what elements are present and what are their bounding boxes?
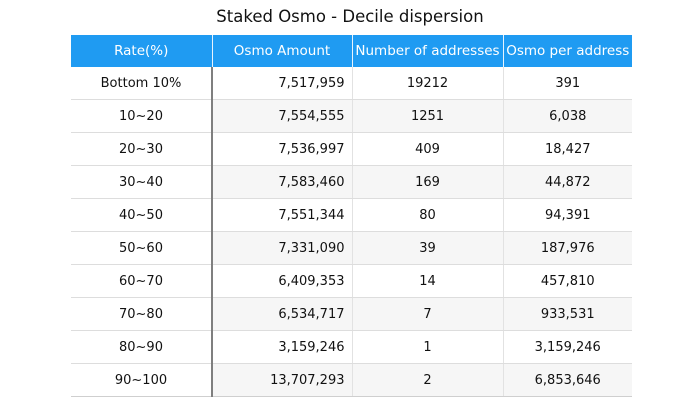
table-row: 50~60 7,331,090 39 187,976 <box>71 231 632 265</box>
osmo-amount-cell: 7,583,460 <box>212 165 353 199</box>
addresses-cell: 14 <box>352 264 504 298</box>
column-header-number-of-addresses: Number of addresses <box>352 35 504 67</box>
addresses-cell: 80 <box>352 198 504 232</box>
table-row: 10~20 7,554,555 1251 6,038 <box>71 99 632 133</box>
osmo-per-address-cell: 44,872 <box>503 165 632 199</box>
rate-cell: 80~90 <box>71 330 213 364</box>
addresses-cell: 409 <box>352 132 504 166</box>
table-body: Bottom 10% 7,517,959 19212 391 10~20 7,5… <box>71 67 632 397</box>
rate-cell: 50~60 <box>71 231 213 265</box>
rate-cell: 10~20 <box>71 99 213 133</box>
rate-cell: 20~30 <box>71 132 213 166</box>
table-row: 20~30 7,536,997 409 18,427 <box>71 132 632 166</box>
table-row: 60~70 6,409,353 14 457,810 <box>71 264 632 298</box>
column-header-rate: Rate(%) <box>71 35 213 67</box>
table-row: Bottom 10% 7,517,959 19212 391 <box>71 67 632 100</box>
addresses-cell: 19212 <box>352 67 504 100</box>
osmo-per-address-cell: 94,391 <box>503 198 632 232</box>
rate-cell: Bottom 10% <box>71 67 213 100</box>
addresses-cell: 39 <box>352 231 504 265</box>
addresses-cell: 169 <box>352 165 504 199</box>
osmo-per-address-cell: 18,427 <box>503 132 632 166</box>
osmo-amount-cell: 7,517,959 <box>212 67 353 100</box>
osmo-per-address-cell: 6,853,646 <box>503 363 632 397</box>
osmo-per-address-cell: 3,159,246 <box>503 330 632 364</box>
osmo-amount-cell: 7,331,090 <box>212 231 353 265</box>
addresses-cell: 1 <box>352 330 504 364</box>
osmo-per-address-cell: 187,976 <box>503 231 632 265</box>
osmo-amount-cell: 6,409,353 <box>212 264 353 298</box>
rate-cell: 70~80 <box>71 297 213 331</box>
osmo-amount-cell: 7,554,555 <box>212 99 353 133</box>
column-header-osmo-amount: Osmo Amount <box>212 35 353 67</box>
addresses-cell: 2 <box>352 363 504 397</box>
rate-cell: 60~70 <box>71 264 213 298</box>
rate-cell: 90~100 <box>71 363 213 397</box>
addresses-cell: 7 <box>352 297 504 331</box>
page-title: Staked Osmo - Decile dispersion <box>216 7 484 26</box>
osmo-per-address-cell: 391 <box>503 67 632 100</box>
column-header-osmo-per-address: Osmo per address <box>503 35 632 67</box>
table-header: Rate(%) Osmo Amount Number of addresses … <box>71 35 632 67</box>
decile-table: Rate(%) Osmo Amount Number of addresses … <box>71 35 632 397</box>
table-row: 30~40 7,583,460 169 44,872 <box>71 165 632 199</box>
osmo-amount-cell: 6,534,717 <box>212 297 353 331</box>
table-row: 70~80 6,534,717 7 933,531 <box>71 297 632 331</box>
osmo-amount-cell: 7,536,997 <box>212 132 353 166</box>
table-row: 40~50 7,551,344 80 94,391 <box>71 198 632 232</box>
header-row: Rate(%) Osmo Amount Number of addresses … <box>71 35 632 67</box>
osmo-amount-cell: 13,707,293 <box>212 363 353 397</box>
rate-cell: 40~50 <box>71 198 213 232</box>
osmo-per-address-cell: 933,531 <box>503 297 632 331</box>
table-row: 80~90 3,159,246 1 3,159,246 <box>71 330 632 364</box>
osmo-amount-cell: 3,159,246 <box>212 330 353 364</box>
osmo-amount-cell: 7,551,344 <box>212 198 353 232</box>
table-row: 90~100 13,707,293 2 6,853,646 <box>71 363 632 397</box>
osmo-per-address-cell: 457,810 <box>503 264 632 298</box>
addresses-cell: 1251 <box>352 99 504 133</box>
osmo-per-address-cell: 6,038 <box>503 99 632 133</box>
rate-cell: 30~40 <box>71 165 213 199</box>
